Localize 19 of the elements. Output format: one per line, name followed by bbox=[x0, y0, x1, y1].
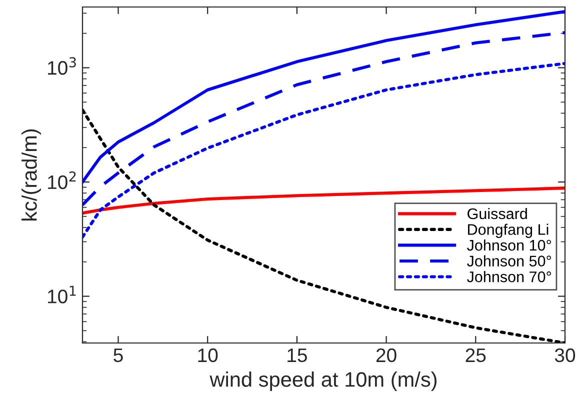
line-series bbox=[82, 10, 565, 184]
x-axis-title: wind speed at 10m (m/s) bbox=[210, 372, 437, 391]
legend-label: Johnson 10° bbox=[467, 239, 551, 251]
y-tick-label: 10$^{2}$ bbox=[48, 171, 76, 190]
legend-label: Johnson 50° bbox=[467, 255, 551, 266]
y-tick-label: 10$^{3}$ bbox=[48, 57, 76, 75]
x-tick-label: 5 bbox=[114, 348, 123, 362]
legend-label: Dongfang Li bbox=[468, 224, 548, 238]
y-axis-title: kc/(rad/m) bbox=[22, 129, 41, 220]
line-series bbox=[82, 62, 565, 239]
x-tick-label: 15 bbox=[288, 348, 307, 362]
x-tick-label: 25 bbox=[466, 348, 486, 362]
x-tick-label: 30 bbox=[554, 348, 576, 362]
x-tick-label: 10 bbox=[198, 348, 218, 362]
line-series bbox=[82, 31, 565, 206]
y-tick-label: 10$^{1}$ bbox=[48, 286, 76, 304]
legend-label: Johnson 70° bbox=[467, 271, 551, 282]
legend-label: Guissard bbox=[468, 208, 527, 220]
x-tick-label: 20 bbox=[376, 348, 396, 362]
